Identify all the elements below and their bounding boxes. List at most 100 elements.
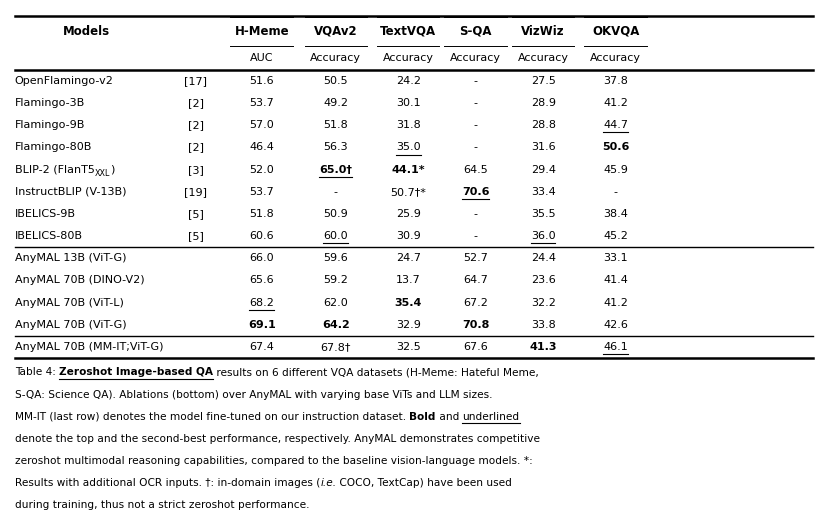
Text: COCO, TextCap) have been used: COCO, TextCap) have been used: [337, 478, 512, 488]
Text: 41.4: 41.4: [603, 276, 628, 286]
Text: AnyMAL 70B (DINO-V2): AnyMAL 70B (DINO-V2): [15, 276, 145, 286]
Text: 59.6: 59.6: [323, 253, 348, 264]
Text: 50.5: 50.5: [323, 76, 348, 86]
Text: 68.2: 68.2: [249, 298, 274, 308]
Text: 70.8: 70.8: [462, 320, 490, 330]
Text: -: -: [474, 76, 477, 86]
Text: InstructBLIP (V-13B): InstructBLIP (V-13B): [15, 187, 126, 197]
Text: -: -: [614, 187, 617, 197]
Text: 69.1: 69.1: [248, 320, 276, 330]
Text: 52.0: 52.0: [249, 165, 274, 175]
Text: 64.5: 64.5: [463, 165, 488, 175]
Text: Models: Models: [63, 25, 110, 38]
Text: 52.7: 52.7: [463, 253, 488, 264]
Text: OKVQA: OKVQA: [592, 25, 639, 38]
Text: 51.8: 51.8: [323, 120, 348, 130]
Text: 45.9: 45.9: [603, 165, 628, 175]
Text: 49.2: 49.2: [323, 98, 348, 108]
Text: 24.7: 24.7: [396, 253, 421, 264]
Text: 32.5: 32.5: [396, 342, 421, 352]
Text: AnyMAL 13B (ViT-G): AnyMAL 13B (ViT-G): [15, 253, 126, 264]
Text: 67.8†: 67.8†: [321, 342, 351, 352]
Text: 32.9: 32.9: [396, 320, 421, 330]
Text: 37.8: 37.8: [603, 76, 628, 86]
Text: 53.7: 53.7: [249, 98, 274, 108]
Text: 42.6: 42.6: [603, 320, 628, 330]
Text: 38.4: 38.4: [603, 209, 628, 219]
Text: 28.8: 28.8: [531, 120, 556, 130]
Text: denote the top and the second-best performance, respectively. AnyMAL demonstrate: denote the top and the second-best perfo…: [15, 434, 540, 444]
Text: 67.6: 67.6: [463, 342, 488, 352]
Text: Results with additional OCR inputs. †: in-domain images (: Results with additional OCR inputs. †: i…: [15, 478, 320, 488]
Text: VQAv2: VQAv2: [314, 25, 358, 38]
Text: Accuracy: Accuracy: [590, 53, 641, 63]
Text: during training, thus not a strict zeroshot performance.: during training, thus not a strict zeros…: [15, 500, 309, 510]
Text: 35.0: 35.0: [396, 142, 421, 152]
Text: [5]: [5]: [188, 209, 204, 219]
Text: 44.7: 44.7: [603, 120, 628, 130]
Text: 24.4: 24.4: [531, 253, 556, 264]
Text: Flamingo-9B: Flamingo-9B: [15, 120, 86, 130]
Text: and: and: [435, 412, 463, 422]
Text: Table 4:: Table 4:: [15, 368, 59, 377]
Text: 65.0†: 65.0†: [319, 165, 352, 175]
Text: 23.6: 23.6: [531, 276, 556, 286]
Text: 44.1*: 44.1*: [392, 165, 425, 175]
Text: 33.1: 33.1: [603, 253, 628, 264]
Text: 41.2: 41.2: [603, 298, 628, 308]
Text: 36.0: 36.0: [531, 231, 556, 241]
Text: 46.4: 46.4: [249, 142, 274, 152]
Text: 51.8: 51.8: [249, 209, 274, 219]
Text: 65.6: 65.6: [249, 276, 274, 286]
Text: AnyMAL 70B (ViT-L): AnyMAL 70B (ViT-L): [15, 298, 123, 308]
Text: 13.7: 13.7: [396, 276, 421, 286]
Text: Accuracy: Accuracy: [383, 53, 434, 63]
Text: -: -: [474, 231, 477, 241]
Text: 41.2: 41.2: [603, 98, 628, 108]
Text: MM-IT (last row) denotes the model fine-tuned on our instruction dataset.: MM-IT (last row) denotes the model fine-…: [15, 412, 409, 422]
Text: 24.2: 24.2: [396, 76, 421, 86]
Text: [2]: [2]: [188, 142, 204, 152]
Text: BLIP-2 (FlanT5: BLIP-2 (FlanT5: [15, 165, 95, 175]
Text: 57.0: 57.0: [249, 120, 274, 130]
Text: TextVQA: TextVQA: [380, 25, 436, 38]
Text: 66.0: 66.0: [249, 253, 274, 264]
Text: -: -: [474, 98, 477, 108]
Text: AUC: AUC: [250, 53, 273, 63]
Text: 53.7: 53.7: [249, 187, 274, 197]
Text: 31.6: 31.6: [531, 142, 556, 152]
Text: 35.5: 35.5: [531, 209, 556, 219]
Text: underlined: underlined: [463, 412, 519, 422]
Text: [3]: [3]: [188, 165, 204, 175]
Text: H-Meme: H-Meme: [235, 25, 289, 38]
Text: -: -: [474, 142, 477, 152]
Text: 32.2: 32.2: [531, 298, 556, 308]
Text: Accuracy: Accuracy: [310, 53, 361, 63]
Text: 50.6: 50.6: [602, 142, 630, 152]
Text: 64.2: 64.2: [322, 320, 350, 330]
Text: 30.9: 30.9: [396, 231, 421, 241]
Text: OpenFlamingo-v2: OpenFlamingo-v2: [15, 76, 114, 86]
Text: 67.2: 67.2: [463, 298, 488, 308]
Text: 60.6: 60.6: [249, 231, 274, 241]
Text: IBELICS-9B: IBELICS-9B: [15, 209, 76, 219]
Text: IBELICS-80B: IBELICS-80B: [15, 231, 83, 241]
Text: 27.5: 27.5: [531, 76, 556, 86]
Text: 29.4: 29.4: [531, 165, 556, 175]
Text: i.e.: i.e.: [320, 478, 337, 488]
Text: -: -: [474, 209, 477, 219]
Text: [2]: [2]: [188, 98, 204, 108]
Text: 31.8: 31.8: [396, 120, 421, 130]
Text: Accuracy: Accuracy: [518, 53, 569, 63]
Text: Zeroshot Image-based QA: Zeroshot Image-based QA: [59, 368, 213, 377]
Text: 33.4: 33.4: [531, 187, 556, 197]
Text: 60.0: 60.0: [323, 231, 348, 241]
Text: Accuracy: Accuracy: [450, 53, 501, 63]
Text: results on 6 different VQA datasets (H-Meme: Hateful Meme,: results on 6 different VQA datasets (H-M…: [213, 368, 539, 377]
Text: [17]: [17]: [184, 76, 207, 86]
Text: [2]: [2]: [188, 120, 204, 130]
Text: 70.6: 70.6: [462, 187, 490, 197]
Text: AnyMAL 70B (MM-IT;ViT-G): AnyMAL 70B (MM-IT;ViT-G): [15, 342, 163, 352]
Text: 62.0: 62.0: [323, 298, 348, 308]
Text: -: -: [474, 120, 477, 130]
